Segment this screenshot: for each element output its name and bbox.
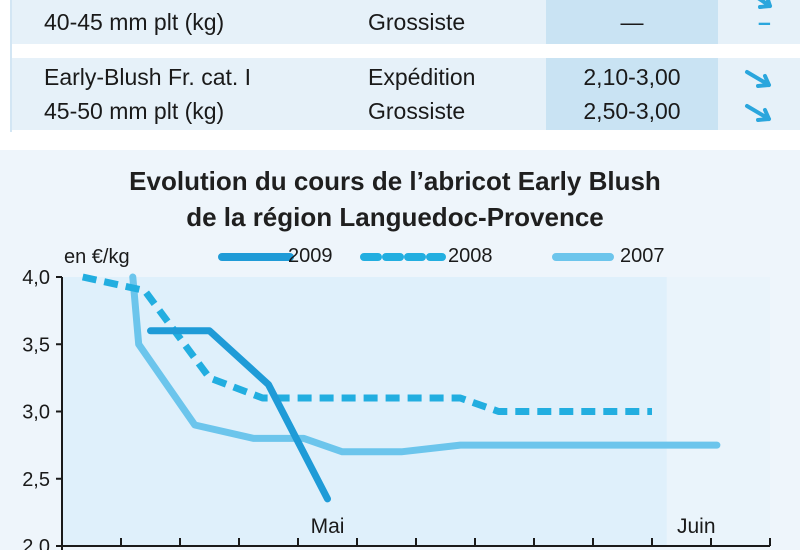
series-line-2008 <box>81 273 652 415</box>
stage-cell: Grossiste <box>368 9 466 35</box>
stage-cell: Grossiste <box>368 98 466 124</box>
price-column-band <box>546 0 718 44</box>
y-axis-unit-label: en €/kg <box>64 246 130 268</box>
chart-title: Evolution du cours de l’abricot Early Bl… <box>129 166 661 196</box>
table-border <box>10 0 12 132</box>
line-plot: 4,0 3,5 3,0 2,5 2,0 Mai Juin <box>22 267 771 550</box>
y-tick-label: 3,0 <box>22 402 50 424</box>
stage-cell: Expédition <box>368 64 476 90</box>
legend-swatch-2009 <box>218 253 294 261</box>
shaded-period <box>666 277 770 546</box>
legend-swatch-2008 <box>360 253 446 261</box>
y-tick-label: 3,5 <box>22 334 50 356</box>
y-tick-label: 2,0 <box>22 536 50 550</box>
trend-down-arrow-icon <box>757 0 772 9</box>
y-tick-label: 4,0 <box>22 267 50 289</box>
series-line-2009 <box>147 327 331 503</box>
price-cell: — <box>620 9 644 35</box>
trend-down-arrow-icon <box>745 70 771 88</box>
price-table: 40-45 mm plt (kg) Grossiste — – Early-Bl… <box>0 0 800 132</box>
chart-subtitle: de la région Languedoc-Provence <box>186 202 604 232</box>
y-tick-label: 2,5 <box>22 469 50 491</box>
product-cell: 40-45 mm plt (kg) <box>44 9 225 35</box>
legend-swatch-2007 <box>552 253 614 261</box>
price-cell: 2,50-3,00 <box>583 98 681 124</box>
trend-stable-icon: – <box>758 9 771 35</box>
product-cell: Early-Blush Fr. cat. I <box>44 64 252 90</box>
x-tick-label: Mai <box>311 515 345 538</box>
legend-label-2007: 2007 <box>620 245 665 267</box>
series-line-2007 <box>129 273 721 456</box>
price-column-band <box>546 58 718 130</box>
x-tick-label: Juin <box>677 515 716 538</box>
price-cell: 2,10-3,00 <box>583 64 681 90</box>
product-cell: 45-50 mm plt (kg) <box>44 98 225 124</box>
legend-label-2009: 2009 <box>288 245 333 267</box>
trend-down-arrow-icon <box>745 104 771 122</box>
legend-label-2008: 2008 <box>448 245 493 267</box>
